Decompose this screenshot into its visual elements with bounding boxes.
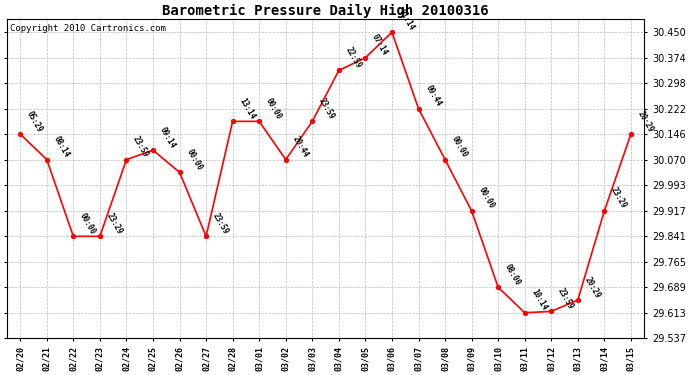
Text: 00:00: 00:00 (450, 135, 469, 159)
Text: 23:29: 23:29 (105, 211, 124, 236)
Text: 23:29: 23:29 (609, 186, 629, 210)
Text: 09:14: 09:14 (158, 125, 177, 150)
Text: 10:14: 10:14 (529, 288, 549, 312)
Text: 00:00: 00:00 (78, 211, 97, 236)
Text: 23:59: 23:59 (131, 135, 150, 159)
Title: Barometric Pressure Daily High 20100316: Barometric Pressure Daily High 20100316 (162, 4, 489, 18)
Text: 00:00: 00:00 (264, 96, 284, 121)
Text: 00:00: 00:00 (476, 186, 495, 210)
Text: 23:59: 23:59 (556, 286, 575, 311)
Text: 23:59: 23:59 (317, 96, 337, 121)
Text: 08:00: 08:00 (503, 262, 522, 287)
Text: 20:44: 20:44 (290, 135, 310, 159)
Text: 22:59: 22:59 (344, 45, 363, 70)
Text: 20:29: 20:29 (635, 109, 655, 134)
Text: Copyright 2010 Cartronics.com: Copyright 2010 Cartronics.com (10, 24, 166, 33)
Text: 09:44: 09:44 (423, 84, 443, 108)
Text: 13:14: 13:14 (237, 96, 257, 121)
Text: 07:14: 07:14 (370, 33, 390, 57)
Text: 01:14: 01:14 (397, 8, 416, 32)
Text: 23:59: 23:59 (211, 211, 230, 236)
Text: 20:29: 20:29 (582, 275, 602, 300)
Text: 08:14: 08:14 (52, 135, 71, 159)
Text: 05:29: 05:29 (25, 109, 44, 134)
Text: 00:00: 00:00 (184, 147, 204, 172)
